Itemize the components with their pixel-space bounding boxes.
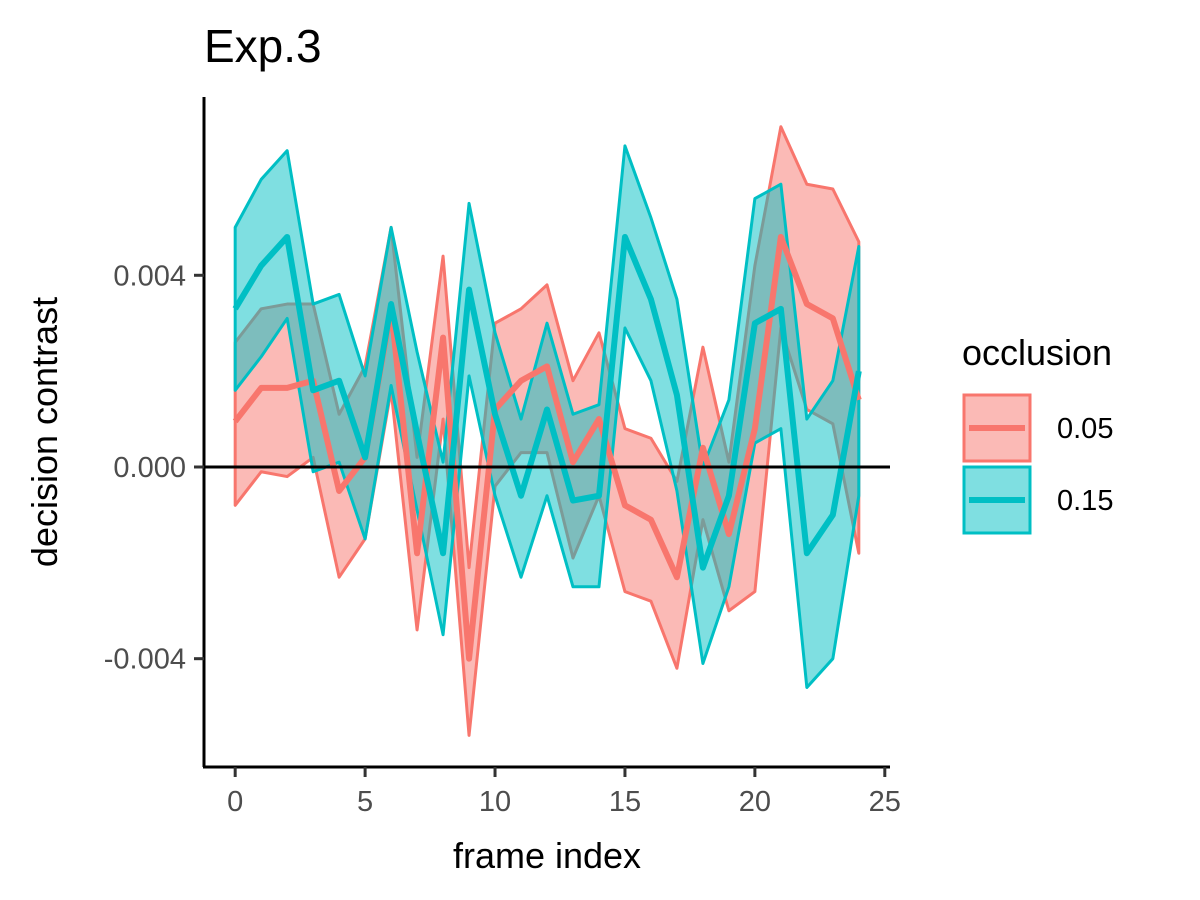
legend-key-0-05: 0.05 (962, 393, 1113, 463)
plot-area (204, 125, 890, 737)
y-tick-label: 0.004 (113, 260, 186, 292)
x-axis-title: frame index (453, 835, 641, 876)
x-axis-ticks: 0 5 10 15 20 25 (227, 767, 901, 818)
x-tick-label: 0 (227, 786, 243, 818)
x-tick-label: 5 (357, 786, 373, 818)
x-tick-label: 15 (609, 786, 641, 818)
x-tick-label: 25 (869, 786, 901, 818)
x-tick-label: 20 (739, 786, 771, 818)
y-tick-label: -0.004 (104, 644, 186, 676)
legend-title: occlusion (962, 332, 1112, 373)
legend: occlusion 0.05 0.15 (962, 332, 1113, 535)
chart-title: Exp.3 (204, 20, 322, 72)
legend-key-0-15: 0.15 (962, 465, 1113, 535)
y-tick-label: 0.000 (113, 452, 186, 484)
y-axis-ticks: -0.004 0.000 0.004 (104, 260, 204, 676)
series-line-0-05 (232, 233, 862, 662)
series-line-0-15 (232, 233, 862, 571)
legend-label: 0.05 (1057, 413, 1113, 445)
x-tick-label: 10 (479, 786, 511, 818)
y-axis-title: decision contrast (24, 297, 65, 567)
legend-label: 0.15 (1057, 485, 1113, 517)
